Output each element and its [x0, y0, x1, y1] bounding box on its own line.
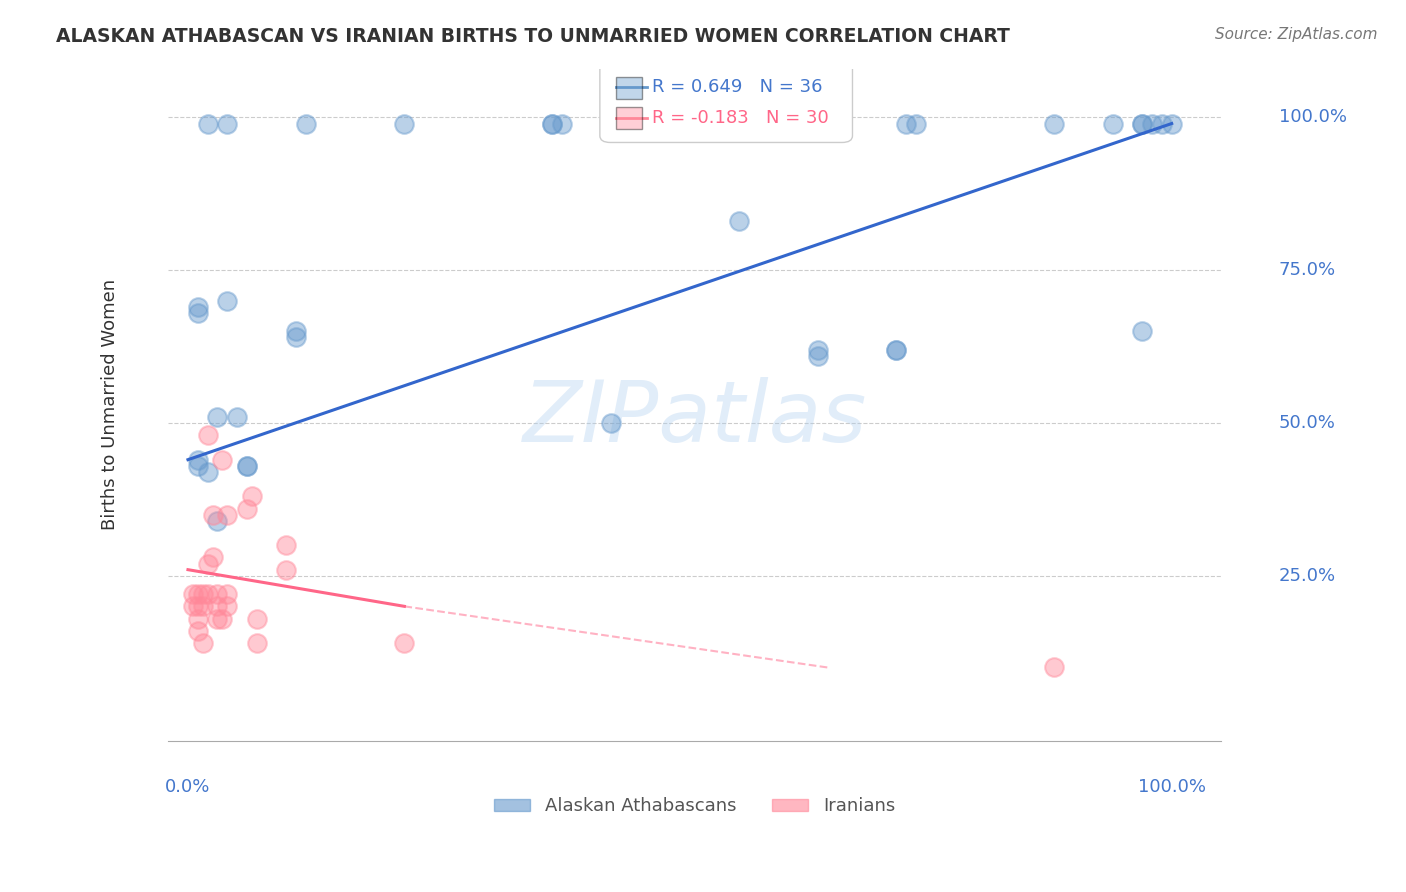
Point: [226, 409, 249, 424]
Point: [197, 428, 219, 442]
FancyBboxPatch shape: [616, 77, 643, 99]
Point: [197, 116, 219, 130]
Point: [1160, 116, 1182, 130]
Point: [894, 116, 917, 130]
Point: [541, 116, 564, 130]
Point: [211, 611, 233, 625]
Point: [1101, 116, 1123, 130]
Point: [236, 501, 259, 516]
Point: [211, 452, 233, 467]
Point: [191, 587, 214, 601]
Point: [884, 343, 907, 357]
Text: 50.0%: 50.0%: [1279, 414, 1336, 432]
Point: [207, 587, 229, 601]
Point: [187, 611, 209, 625]
Text: 0.0%: 0.0%: [166, 778, 211, 796]
Point: [217, 293, 239, 308]
FancyBboxPatch shape: [616, 107, 643, 129]
Point: [884, 343, 907, 357]
Point: [276, 563, 298, 577]
Text: 25.0%: 25.0%: [1279, 566, 1336, 585]
Point: [207, 514, 229, 528]
Point: [246, 636, 269, 650]
Point: [191, 636, 214, 650]
Point: [236, 458, 259, 473]
Point: [600, 416, 623, 430]
Text: ZIPatlas: ZIPatlas: [523, 376, 866, 459]
Point: [806, 343, 828, 357]
Point: [191, 599, 214, 614]
Point: [187, 624, 209, 638]
Text: 100.0%: 100.0%: [1279, 109, 1347, 127]
Point: [207, 611, 229, 625]
Point: [217, 116, 239, 130]
FancyBboxPatch shape: [600, 62, 852, 143]
Point: [728, 214, 751, 228]
Point: [1130, 324, 1153, 338]
Point: [1130, 116, 1153, 130]
Point: [246, 611, 269, 625]
Point: [551, 116, 574, 130]
Point: [217, 587, 239, 601]
Text: R = 0.649   N = 36: R = 0.649 N = 36: [652, 78, 823, 95]
Point: [1140, 116, 1163, 130]
Text: R = -0.183   N = 30: R = -0.183 N = 30: [652, 109, 830, 127]
Point: [240, 489, 263, 503]
Point: [181, 599, 204, 614]
Point: [187, 587, 209, 601]
Text: 75.0%: 75.0%: [1279, 261, 1336, 279]
Point: [187, 306, 209, 320]
Point: [1150, 116, 1173, 130]
Point: [1042, 660, 1064, 674]
Text: Source: ZipAtlas.com: Source: ZipAtlas.com: [1215, 27, 1378, 42]
Point: [201, 550, 224, 565]
Point: [217, 599, 239, 614]
Point: [1042, 116, 1064, 130]
Text: Births to Unmarried Women: Births to Unmarried Women: [101, 279, 120, 530]
Point: [201, 508, 224, 522]
Point: [236, 458, 259, 473]
Point: [197, 587, 219, 601]
Point: [187, 452, 209, 467]
Point: [904, 116, 927, 130]
Point: [187, 300, 209, 314]
Point: [1130, 116, 1153, 130]
Point: [207, 409, 229, 424]
Point: [295, 116, 318, 130]
Point: [207, 599, 229, 614]
Point: [394, 116, 416, 130]
Point: [541, 116, 564, 130]
Point: [276, 538, 298, 552]
Point: [187, 458, 209, 473]
Point: [181, 587, 204, 601]
Point: [187, 599, 209, 614]
Point: [285, 330, 308, 344]
Text: 100.0%: 100.0%: [1137, 778, 1206, 796]
Text: ALASKAN ATHABASCAN VS IRANIAN BIRTHS TO UNMARRIED WOMEN CORRELATION CHART: ALASKAN ATHABASCAN VS IRANIAN BIRTHS TO …: [56, 27, 1010, 45]
Point: [394, 636, 416, 650]
Point: [197, 557, 219, 571]
Point: [285, 324, 308, 338]
Point: [806, 349, 828, 363]
Point: [217, 508, 239, 522]
Point: [197, 465, 219, 479]
Legend: Alaskan Athabascans, Iranians: Alaskan Athabascans, Iranians: [486, 790, 903, 822]
